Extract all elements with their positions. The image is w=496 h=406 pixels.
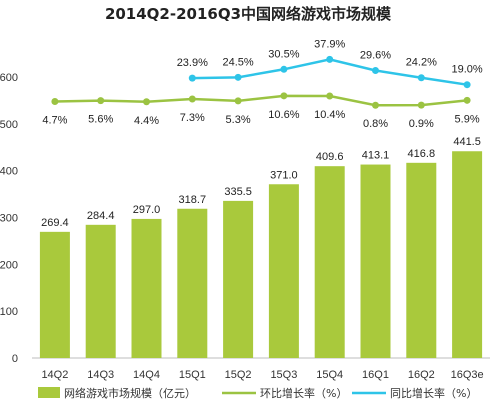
legend: 网络游戏市场规模（亿元） 环比增长率（%） 同比增长率（%） [38, 386, 477, 400]
x-tick-label: 16Q3e [451, 369, 484, 381]
bar-value-label: 297.0 [133, 204, 161, 216]
series-point [97, 97, 105, 105]
series-point [372, 66, 379, 74]
legend-swatch-bar [38, 387, 60, 398]
y-tick-label: 200 [0, 259, 18, 271]
series-line [54, 94, 468, 107]
series-point [280, 92, 288, 100]
bar [177, 208, 208, 358]
series-point [417, 101, 425, 109]
series-point [143, 98, 150, 106]
x-tick-label: 15Q1 [179, 369, 206, 381]
bar [406, 162, 437, 358]
bar-value-label: 318.7 [179, 194, 207, 206]
legend-label: 同比增长率（%） [390, 386, 477, 400]
series-value-label: 19.0% [451, 64, 482, 76]
bar-value-label: 441.5 [453, 136, 481, 148]
y-tick-label: 0 [12, 353, 18, 365]
series-point [280, 65, 288, 73]
bar [39, 231, 70, 358]
bar [85, 224, 116, 358]
bar-value-label: 269.4 [41, 217, 69, 229]
x-tick-label: 14Q3 [87, 369, 114, 381]
series-value-label: 0.8% [363, 118, 388, 130]
bar-value-label: 409.6 [316, 151, 344, 163]
y-tick-label: 500 [0, 119, 18, 131]
y-tick-label: 300 [0, 213, 18, 225]
y-axis: 0 100 200 300 400 500 600 [0, 72, 18, 365]
x-tick-label: 15Q3 [270, 369, 297, 381]
series-value-label: 5.9% [455, 113, 480, 125]
series-value-label: 24.5% [222, 56, 253, 68]
series-value-label: 10.6% [268, 109, 299, 121]
series-point [51, 97, 59, 105]
bar-labels: 269.4 284.4 297.0 318.7 335.5 371.0 409.6 413.1… [41, 136, 481, 229]
x-tick-label: 15Q4 [316, 369, 343, 381]
x-axis: 14Q2 14Q3 14Q4 15Q1 15Q2 15Q3 15Q4 16Q1 16Q2 16Q3… [41, 369, 483, 381]
series-value-label: 10.4% [314, 109, 345, 121]
series-value-label: 4.7% [42, 114, 67, 126]
series-value-label: 37.9% [314, 38, 345, 50]
x-tick-label: 15Q2 [225, 369, 252, 381]
series-point [463, 81, 471, 89]
series-value-label: 24.2% [406, 57, 437, 69]
series-value-label: 29.6% [360, 49, 391, 61]
series-value-label: 0.9% [409, 118, 434, 130]
legend-label: 网络游戏市场规模（亿元） [64, 386, 196, 400]
series-value-label: 7.3% [180, 112, 205, 124]
yoy-line-series: 23.9% 24.5% 30.5% 37.9% 29.6% 24.2% 19.0% [177, 38, 483, 89]
chart-title: 2014Q2-2016Q3中国网络游戏市场规模 [105, 5, 392, 23]
series-point [463, 96, 471, 104]
x-tick-label: 14Q2 [41, 369, 68, 381]
qoq-line-series: 4.7% 5.6% 4.4% 7.3% 5.3% 10.6% 10.4% 0.8% 0.9% 5.… [42, 92, 480, 130]
series-point [326, 92, 334, 100]
series-point [188, 74, 196, 82]
series-point [188, 95, 196, 103]
series-point [234, 97, 242, 105]
bar [268, 184, 299, 358]
series-point [326, 55, 334, 63]
y-tick-label: 400 [0, 166, 18, 178]
series-point [234, 73, 242, 81]
series-point [417, 74, 425, 82]
bar-value-label: 335.5 [224, 186, 252, 198]
y-tick-label: 100 [0, 306, 18, 318]
x-tick-label: 14Q4 [133, 369, 160, 381]
bar [360, 164, 391, 358]
series-point [372, 101, 379, 109]
bar-value-label: 413.1 [362, 150, 390, 162]
y-tick-label: 600 [0, 72, 18, 84]
series-value-label: 5.6% [88, 114, 113, 126]
bar [223, 200, 254, 358]
series-value-label: 23.9% [177, 57, 208, 69]
x-tick-label: 16Q1 [362, 369, 389, 381]
series-value-label: 5.3% [226, 114, 251, 126]
bar-value-label: 371.0 [270, 169, 298, 181]
bar [314, 166, 345, 358]
bar-value-label: 284.4 [87, 210, 115, 222]
bar [452, 151, 483, 358]
series-value-label: 4.4% [134, 115, 159, 127]
bar-series [39, 151, 483, 358]
series-value-label: 30.5% [268, 48, 299, 60]
bar [131, 218, 162, 358]
x-tick-label: 16Q2 [408, 369, 435, 381]
bar-value-label: 416.8 [408, 148, 436, 160]
legend-label: 环比增长率（%） [260, 386, 347, 400]
